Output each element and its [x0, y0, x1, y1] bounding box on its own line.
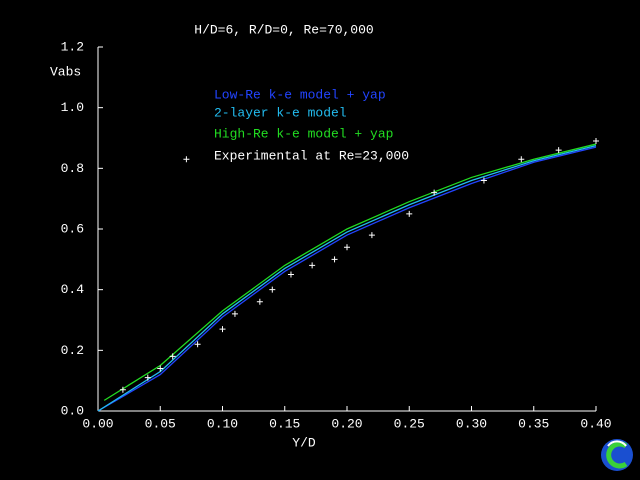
- logo: [601, 439, 633, 471]
- legend-entry: Experimental at Re=23,000: [214, 148, 409, 163]
- data-point: [331, 256, 338, 263]
- x-tick-label: 0.15: [269, 416, 300, 431]
- series-line: [97, 146, 597, 412]
- y-tick-label: 0.2: [61, 343, 84, 358]
- data-point: [480, 177, 487, 184]
- logo-highlight: [607, 440, 627, 447]
- data-point: [555, 147, 562, 154]
- data-point: [169, 353, 176, 360]
- x-tick-label: 0.35: [518, 416, 549, 431]
- y-tick-label: 0.6: [61, 221, 84, 236]
- x-tick-label: 0.00: [82, 416, 113, 431]
- y-tick-label: 0.8: [61, 161, 84, 176]
- y-tick-label: 0.4: [61, 282, 85, 297]
- data-point: [431, 189, 438, 196]
- data-point: [183, 156, 190, 163]
- chart-title: H/D=6, R/D=0, Re=70,000: [194, 22, 373, 37]
- legend-entry: 2-layer k-e model: [214, 105, 347, 120]
- data-point: [219, 326, 226, 333]
- y-tick-label: 0.0: [61, 403, 84, 418]
- legend-entry: Low-Re k-e model + yap: [214, 87, 386, 102]
- data-point: [518, 156, 525, 163]
- x-tick-label: 0.20: [331, 416, 362, 431]
- x-tick-label: 0.05: [145, 416, 176, 431]
- x-axis-label: Y/D: [292, 435, 316, 450]
- x-tick-label: 0.10: [207, 416, 238, 431]
- data-point: [309, 262, 316, 269]
- data-point: [269, 286, 276, 293]
- data-point: [287, 271, 294, 278]
- data-point: [231, 310, 238, 317]
- y-axis-label: Vabs: [50, 64, 81, 79]
- data-point: [593, 138, 599, 145]
- data-point: [194, 341, 201, 348]
- series-line: [97, 144, 597, 412]
- x-tick-label: 0.25: [394, 416, 425, 431]
- data-point: [344, 244, 350, 251]
- data-point: [119, 386, 126, 393]
- data-point: [144, 374, 151, 381]
- data-point: [406, 210, 413, 217]
- x-tick-label: 0.40: [580, 416, 611, 431]
- legend-entry: High-Re k-e model + yap: [214, 126, 393, 141]
- y-tick-label: 1.0: [61, 100, 84, 115]
- logo-arc: [606, 441, 628, 469]
- data-point: [256, 298, 263, 305]
- y-tick-label: 1.2: [61, 39, 84, 54]
- series-line: [103, 143, 597, 401]
- data-point: [157, 365, 164, 372]
- data-point: [368, 232, 375, 239]
- x-tick-label: 0.30: [456, 416, 487, 431]
